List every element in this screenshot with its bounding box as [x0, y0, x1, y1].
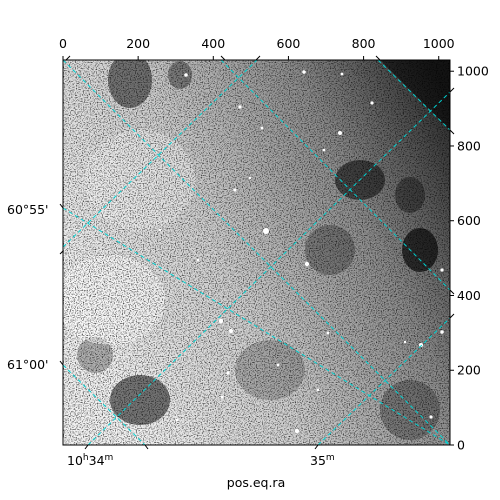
grid-line-ra-1	[63, 60, 258, 248]
grid-line-dec-5	[377, 60, 450, 131]
top-tick-label-1: 200	[126, 36, 150, 51]
ra-label-2: 35m	[310, 453, 335, 468]
right-tick-label-2: 400	[457, 288, 481, 303]
top-tick-label-2: 400	[201, 36, 225, 51]
right-pixel-axis	[450, 70, 454, 446]
top-pixel-axis	[62, 56, 440, 60]
world-axis-ticks	[59, 55, 455, 450]
ra-label-1: 10h34m	[67, 453, 113, 468]
dec-label-2: 61°00'	[7, 357, 49, 372]
top-tick-label-4: 800	[352, 36, 376, 51]
top-tick-label-0: 0	[59, 36, 67, 51]
right-tick-label-3: 600	[457, 213, 481, 228]
grid-line-ra-3	[317, 317, 450, 445]
dec-label-1: 60°55'	[7, 202, 49, 217]
grid-line-dec-3	[63, 207, 450, 445]
top-tick-label-5: 1000	[423, 36, 455, 51]
right-tick-label-5: 1000	[457, 64, 489, 79]
coordinate-grid	[63, 60, 450, 445]
top-tick-label-3: 600	[277, 36, 301, 51]
right-tick-label-4: 800	[457, 138, 481, 153]
grid-line-dec-2	[63, 364, 146, 445]
sky-image	[63, 60, 450, 445]
grid-line-dec-4	[220, 60, 450, 291]
right-tick-label-0: 0	[457, 438, 465, 453]
x-axis-title: pos.eq.ra	[227, 475, 285, 490]
grid-line-ra-2	[87, 91, 450, 445]
right-tick-label-1: 200	[457, 363, 481, 378]
